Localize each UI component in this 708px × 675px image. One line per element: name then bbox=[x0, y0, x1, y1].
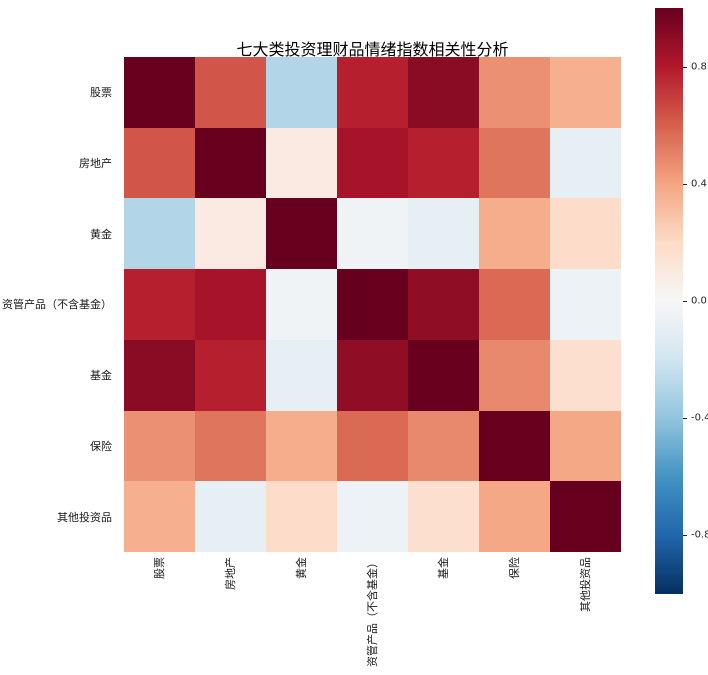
heatmap-cell bbox=[337, 410, 408, 482]
heatmap-cell bbox=[408, 269, 479, 340]
heatmap-cell bbox=[408, 481, 479, 552]
colorbar-tick-mark bbox=[683, 301, 687, 302]
colorbar-tick-label: 0.4 bbox=[691, 178, 707, 190]
x-tick-label: 基金 bbox=[408, 557, 479, 675]
x-tick-label-text: 黄金 bbox=[294, 557, 308, 579]
x-tick-label-text: 保险 bbox=[507, 557, 521, 579]
colorbar-tick-mark bbox=[683, 418, 687, 420]
heatmap-cell bbox=[124, 339, 195, 411]
heatmap-cell bbox=[266, 269, 337, 340]
y-tick-label: 股票 bbox=[90, 86, 112, 100]
heatmap-cell bbox=[550, 57, 621, 128]
heatmap-cell bbox=[479, 481, 550, 552]
y-axis-labels: 股票房地产黄金资管产品（不含基金） 基金保险其他投资品 bbox=[0, 57, 118, 552]
heatmap-cell bbox=[195, 339, 266, 411]
heatmap-cell bbox=[195, 269, 266, 340]
colorbar-tick-label: 0.8 bbox=[691, 61, 707, 73]
y-tick-label: 基金 bbox=[90, 369, 112, 383]
heatmap-grid bbox=[124, 57, 621, 552]
heatmap-cell bbox=[337, 198, 408, 270]
heatmap-cell bbox=[550, 269, 621, 340]
heatmap-cell bbox=[124, 127, 195, 199]
y-tick-label: 其他投资品 bbox=[57, 510, 112, 524]
x-tick-label: 股票 bbox=[124, 557, 195, 675]
y-tick-label: 黄金 bbox=[90, 227, 112, 241]
x-axis-labels: 股票 房地产 黄金 资管产品（不含基金） 基金 保险 其他投资品 bbox=[124, 557, 621, 675]
heatmap-cell bbox=[195, 481, 266, 552]
heatmap-cell bbox=[408, 339, 479, 411]
x-tick-label: 黄金 bbox=[266, 557, 337, 675]
chart-title: 七大类投资理财品情绪指数相关性分析 bbox=[236, 40, 509, 59]
colorbar-tick-mark bbox=[683, 535, 687, 537]
heatmap-cell bbox=[337, 57, 408, 128]
heatmap-cell bbox=[266, 481, 337, 552]
heatmap-cell bbox=[124, 410, 195, 482]
heatmap-cell bbox=[408, 127, 479, 199]
heatmap-cell bbox=[195, 198, 266, 270]
x-tick-label: 资管产品（不含基金） bbox=[337, 557, 408, 675]
heatmap-cell bbox=[479, 127, 550, 199]
heatmap-cell bbox=[195, 410, 266, 482]
heatmap-cell bbox=[550, 127, 621, 199]
heatmap-cell bbox=[479, 410, 550, 482]
colorbar-tick-label: 0.0 bbox=[691, 295, 707, 307]
heatmap-cell bbox=[195, 57, 266, 128]
y-tick-label: 保险 bbox=[90, 439, 112, 453]
heatmap-cell bbox=[479, 57, 550, 128]
heatmap-cell bbox=[124, 198, 195, 270]
heatmap-cell bbox=[337, 339, 408, 411]
heatmap-cell bbox=[550, 198, 621, 270]
colorbar: 0.8 0.4 0.0 -0.4 -0.8 bbox=[655, 8, 708, 594]
heatmap-cell bbox=[124, 57, 195, 128]
colorbar-tick-label: -0.4 bbox=[691, 412, 708, 424]
colorbar-gradient bbox=[655, 8, 683, 594]
x-tick-label-text: 股票 bbox=[152, 557, 166, 579]
colorbar-tick-mark bbox=[683, 66, 687, 68]
heatmap-cell bbox=[266, 57, 337, 128]
heatmap-cell bbox=[550, 410, 621, 482]
heatmap-cell bbox=[479, 198, 550, 270]
x-tick-label: 房地产 bbox=[195, 557, 266, 675]
x-tick-label-text: 房地产 bbox=[223, 557, 237, 590]
heatmap-cell bbox=[266, 339, 337, 411]
heatmap-cell bbox=[408, 57, 479, 128]
heatmap-cell bbox=[266, 198, 337, 270]
x-tick-label: 其他投资品 bbox=[550, 557, 621, 675]
heatmap-cell bbox=[266, 410, 337, 482]
heatmap-cell bbox=[550, 481, 621, 552]
heatmap-cell bbox=[408, 410, 479, 482]
colorbar-tick-label: -0.8 bbox=[691, 529, 708, 541]
heatmap-cell bbox=[408, 198, 479, 270]
heatmap-cell bbox=[479, 339, 550, 411]
x-tick-label-text: 其他投资品 bbox=[578, 557, 592, 612]
heatmap-cell bbox=[479, 269, 550, 340]
heatmap-cell bbox=[124, 481, 195, 552]
heatmap-cell bbox=[337, 127, 408, 199]
x-tick-label: 保险 bbox=[479, 557, 550, 675]
y-tick-label: 资管产品（不含基金） bbox=[2, 298, 112, 312]
x-tick-label-text: 资管产品（不含基金） bbox=[365, 557, 379, 667]
x-tick-label-text: 基金 bbox=[436, 557, 450, 579]
heatmap-cell bbox=[266, 127, 337, 199]
heatmap-cell bbox=[195, 127, 266, 199]
heatmap-cell bbox=[124, 269, 195, 340]
heatmap-cell bbox=[550, 339, 621, 411]
y-tick-label: 房地产 bbox=[79, 157, 112, 171]
heatmap-cell bbox=[337, 481, 408, 552]
colorbar-tick-mark bbox=[683, 183, 687, 185]
heatmap-cell bbox=[337, 269, 408, 340]
